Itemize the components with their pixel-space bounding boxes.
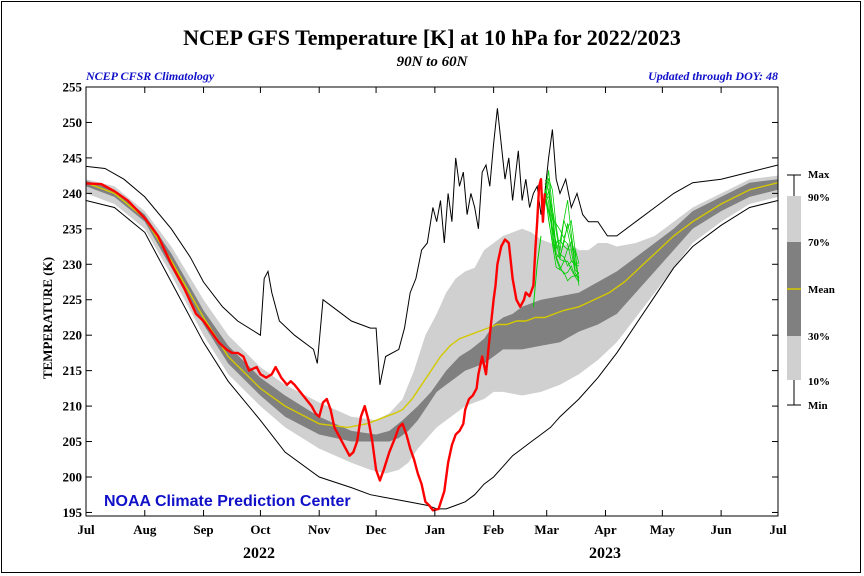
forecast-member-line (532, 235, 542, 307)
x-tick-label: Aug (133, 522, 157, 537)
x-tick-label: May (650, 522, 676, 537)
y-tick-label: 225 (63, 292, 83, 307)
y-tick-label: 240 (63, 186, 83, 201)
plot-border (85, 86, 779, 517)
legend-label: Max (808, 169, 830, 181)
x-tick-label: Feb (483, 522, 504, 537)
x-tick-label: Jul (769, 522, 787, 537)
credit-label: NOAA Climate Prediction Center (104, 493, 351, 510)
forecast-member-line (544, 191, 580, 281)
legend-label: 70% (808, 237, 830, 249)
x-tick-label: Sep (193, 522, 213, 537)
y-tick-label: 235 (63, 221, 83, 236)
x-tick-label: Mar (534, 522, 559, 537)
y-tick-label: 210 (63, 399, 83, 414)
series-min-line (86, 200, 778, 510)
y-tick-label: 200 (63, 470, 83, 485)
note-right: Updated through DOY: 48 (648, 69, 778, 83)
forecast-ensemble (532, 170, 580, 307)
x-tick-label: Nov (308, 522, 331, 537)
axes: 195 200 205 210 215 220 225 230 235 240 245 250 255 J… (63, 80, 788, 563)
y-tick-label: 250 (63, 115, 83, 130)
y-tick-label: 195 (63, 505, 83, 520)
series-current-line (86, 178, 546, 512)
y-tick-label: 230 (63, 257, 83, 272)
legend-label: Min (808, 400, 828, 412)
legend: Max 90% 70% Mean 30% 10% Min (787, 169, 835, 412)
forecast-member-line (544, 189, 580, 283)
x-tick-label: Dec (366, 522, 387, 537)
year-label: 2023 (589, 545, 621, 562)
y-tick-label: 255 (63, 80, 83, 95)
plot-content (86, 108, 778, 512)
x-tick-label: Jun (711, 522, 733, 537)
x-tick-label: Jul (77, 522, 95, 537)
x-tick-label: Oct (250, 522, 271, 537)
x-tick-label: Apr (594, 522, 617, 537)
forecast-member-line (544, 178, 579, 264)
plot-area (86, 108, 778, 512)
series-mean-line (86, 182, 778, 429)
band-10-90 (86, 175, 778, 474)
y-tick-label: 215 (63, 363, 83, 378)
year-label: 2022 (243, 545, 275, 562)
y-tick-label: 205 (63, 434, 83, 449)
chart-title: NCEP GFS Temperature [K] at 10 hPa for 2… (183, 25, 681, 50)
legend-label: 30% (808, 331, 830, 343)
legend-label: 10% (808, 376, 830, 388)
band-30-70 (86, 179, 778, 442)
legend-label: 90% (808, 192, 830, 204)
x-tick-label: Jan (425, 522, 446, 537)
series-max-line (86, 108, 778, 385)
legend-label: Mean (808, 284, 835, 296)
note-left: NCEP CFSR Climatology (85, 69, 215, 83)
chart-subtitle: 90N to 60N (397, 54, 469, 70)
y-axis-label: TEMPERATURE (K) (40, 257, 55, 379)
y-tick-label: 220 (63, 328, 83, 343)
y-tick-label: 245 (63, 150, 83, 165)
